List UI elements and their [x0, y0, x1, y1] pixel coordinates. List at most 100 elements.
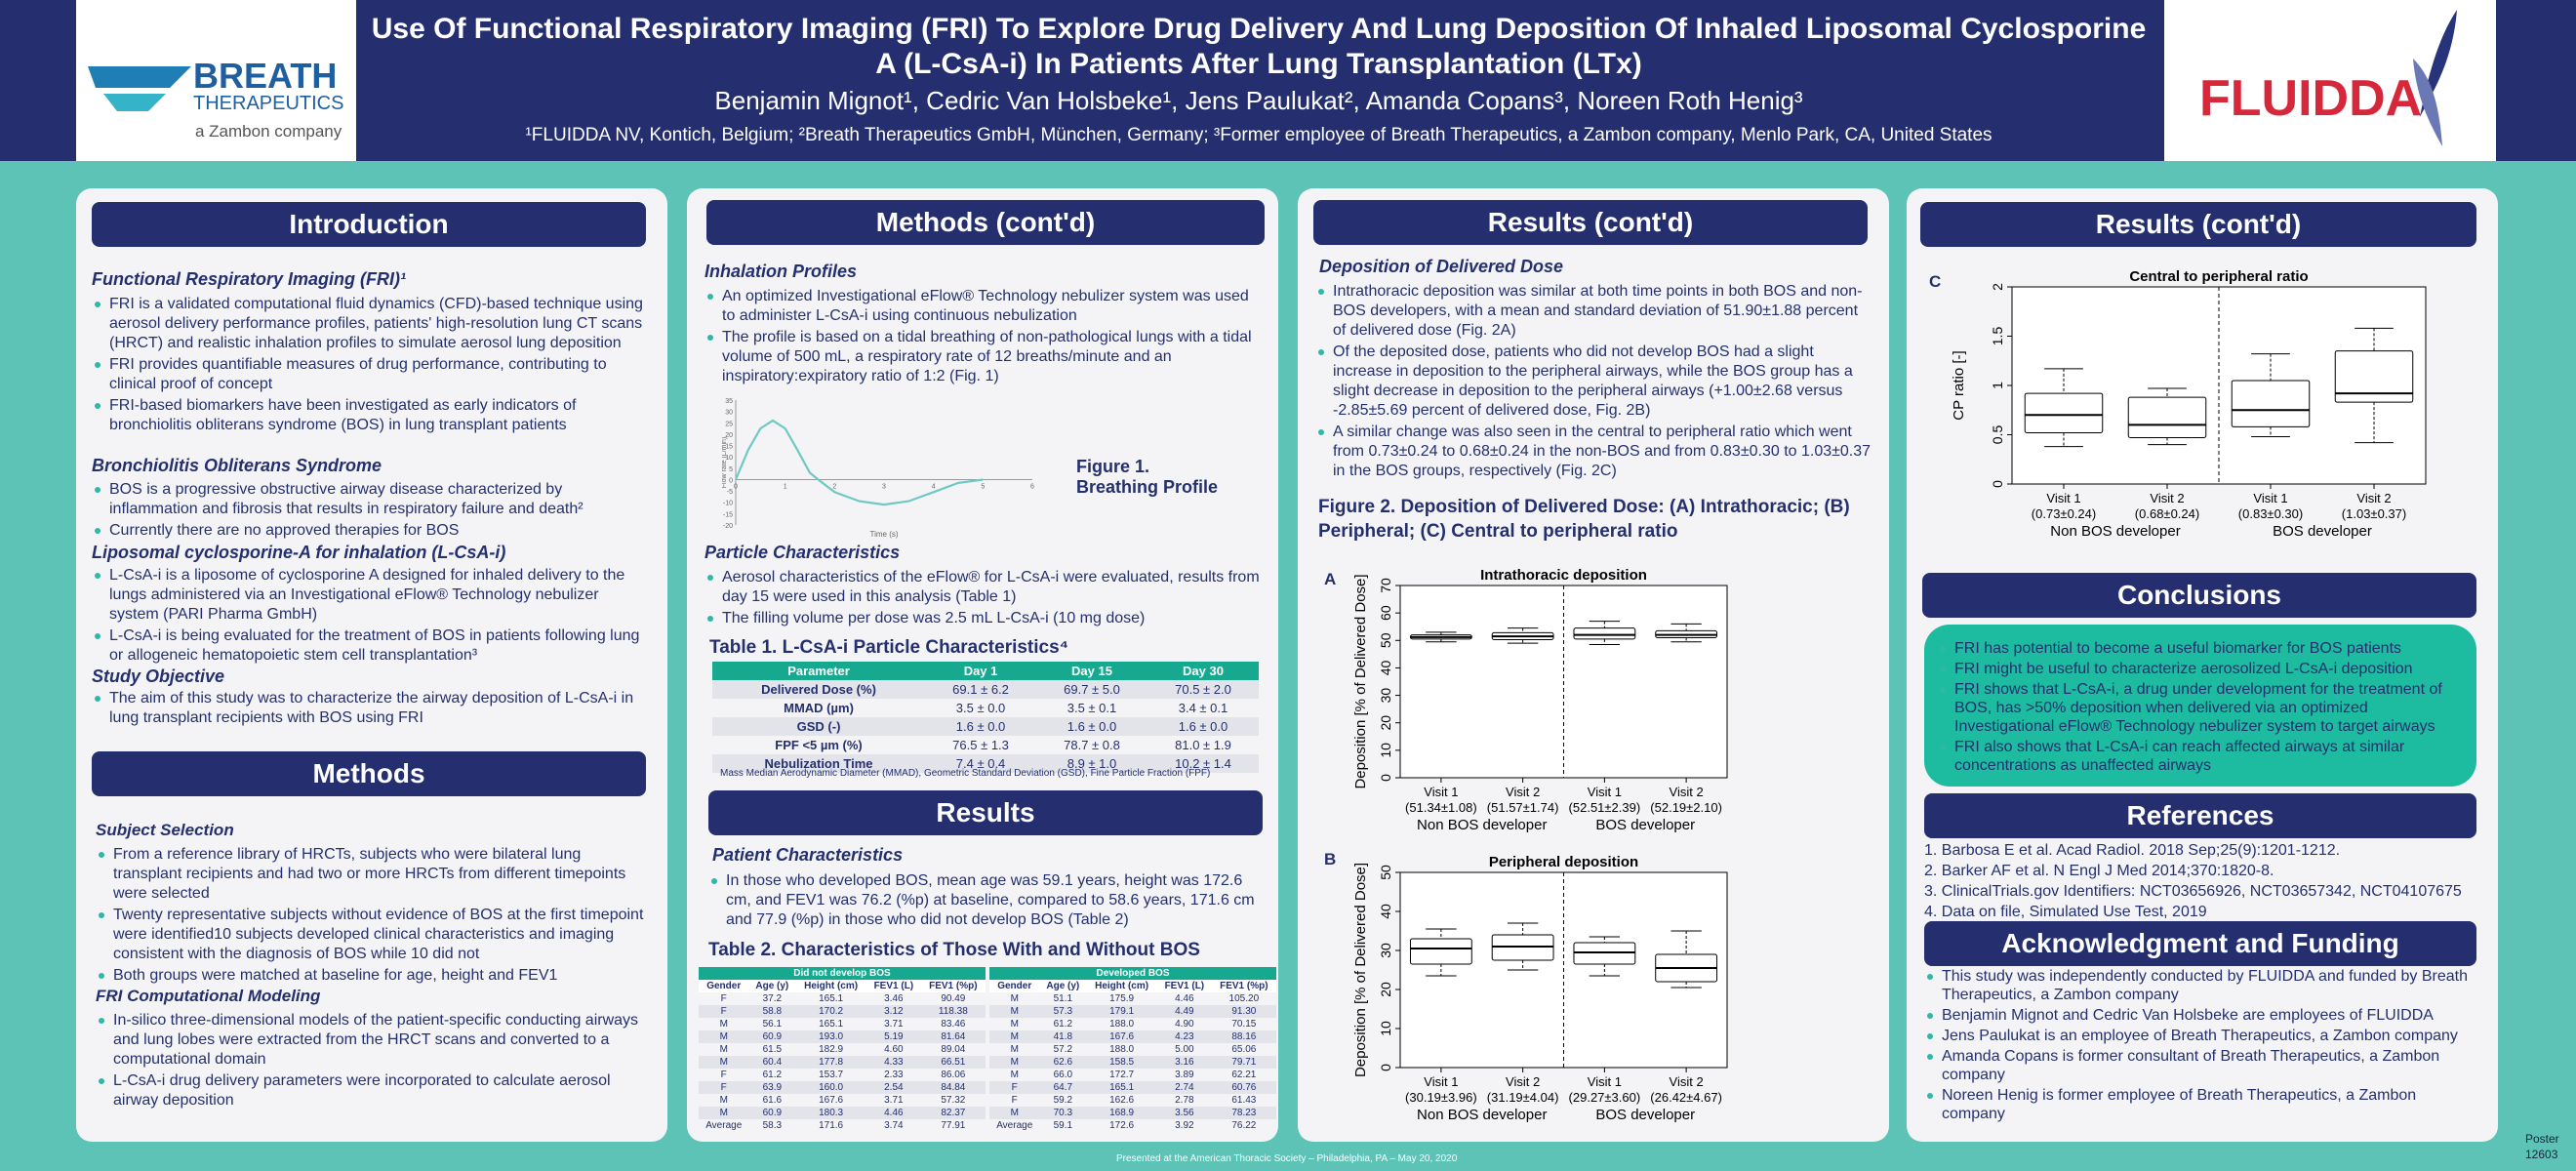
table-row: Average 59.1 172.6 3.92 76.22 [989, 1119, 1276, 1132]
x-tick-label: Visit 1 [1588, 785, 1622, 799]
table-row: M 41.8 167.6 4.23 88.16 [989, 1030, 1276, 1043]
fri-modeling-bullets: In-silico three-dimensional models of th… [96, 1011, 652, 1112]
table-cell: M [699, 1056, 749, 1069]
table-row: M 60.4 177.8 4.33 66.51 [699, 1056, 986, 1069]
table-cell: 4.90 [1175, 1019, 1194, 1030]
table-cell: 8.9 ± 1.0 [1036, 754, 1147, 773]
table-cell: 160.0 [795, 1081, 867, 1094]
table2-group-row: Did not develop BOS [699, 967, 986, 980]
table-cell: 180.3 [795, 1107, 867, 1119]
table-cell: 162.6 [1109, 1095, 1135, 1106]
table-cell: 62.6 [1039, 1056, 1087, 1069]
table-cell: 3.92 [1175, 1120, 1194, 1131]
x-tick-stat: (29.27±3.60) [1569, 1090, 1641, 1105]
table-cell: F [699, 1005, 749, 1018]
y-axis-label: Flow rate (L/min) [722, 437, 728, 489]
x-tick-label: Visit 2 [1506, 785, 1540, 799]
poster-number: 12603 [2525, 1148, 2558, 1161]
references-heading: References [1924, 793, 2476, 838]
peripheral-deposition-chart: Peripheral deposition 0 10 20 30 40 50 Depositi… [1352, 854, 1728, 1123]
table-row: M 70.3 168.9 3.56 78.23 [989, 1107, 1276, 1119]
objective-bullets: The aim of this study was to characteriz… [92, 689, 652, 730]
table-cell: 91.30 [1211, 1005, 1276, 1018]
group-label: BOS developer [1595, 817, 1695, 833]
y-tick-label: 10 [1378, 1021, 1393, 1036]
logo-fluidda-text: FLUIDDA [2199, 70, 2422, 127]
table1-header-cell: Day 30 [1147, 662, 1259, 680]
table-row: F 64.7 165.1 2.74 60.76 [989, 1081, 1276, 1094]
group-label: BOS developer [1595, 1107, 1695, 1123]
list-item: L-CsA-i is being evaluated for the treat… [92, 626, 652, 666]
table-cell: 61.2 [1053, 1019, 1073, 1030]
table-cell: 2.54 [866, 1081, 921, 1094]
table2-header-cell: FEV1 (%p) [1211, 980, 1276, 992]
subject-selection-subtitle: Subject Selection [96, 821, 234, 839]
y-tick-label: 50 [1378, 632, 1393, 648]
table2-header-cell: Age (y) [1039, 980, 1087, 992]
table-cell: 58.3 [762, 1120, 783, 1131]
table-cell: F [989, 1081, 1040, 1094]
table-cell: 86.06 [941, 1070, 966, 1080]
table-cell: 69.7 ± 5.0 [1036, 680, 1147, 699]
table-cell: 4.33 [866, 1056, 921, 1069]
x-tick-label: Visit 2 [1670, 1074, 1704, 1089]
y-tick-label: 30 [725, 410, 733, 417]
acknowledgment-heading: Acknowledgment and Funding [1924, 921, 2476, 966]
table-cell: 63.9 [748, 1081, 796, 1094]
table-cell: M [699, 1107, 749, 1119]
x-tick-label: 5 [981, 483, 985, 490]
table-cell: F [1011, 1095, 1018, 1106]
table-cell: M [989, 1005, 1040, 1018]
table-cell: 167.6 [819, 1095, 844, 1106]
y-tick-label: 0 [1378, 1064, 1393, 1071]
table-row: M 61.2 188.0 4.90 70.15 [989, 1018, 1276, 1030]
group-label: Non BOS developer [1417, 817, 1547, 833]
table-cell: 90.49 [941, 993, 966, 1004]
table-row: M 51.1 175.9 4.46 105.20 [989, 992, 1276, 1005]
lcsa-subtitle: Liposomal cyclosporine-A for inhalation … [92, 543, 506, 562]
table-cell: 1.6 ± 0.0 [925, 717, 1037, 736]
x-tick-label: 0 [734, 483, 738, 490]
y-tick-label: 40 [1378, 904, 1393, 919]
table-cell: 70.3 [1039, 1107, 1087, 1119]
table2-header-cell: Gender [989, 980, 1040, 992]
table-cell: 60.9 [748, 1030, 796, 1043]
table-cell: 77.91 [941, 1120, 966, 1131]
chart-title: Intrathoracic deposition [1480, 567, 1647, 584]
group-label: Non BOS developer [2050, 523, 2180, 540]
table-cell: Nebulization Time [712, 754, 926, 773]
table-cell: FPF <5 µm (%) [775, 738, 863, 752]
table-row: M 61.6 167.6 3.71 57.32 [699, 1094, 986, 1107]
table-cell: 3.16 [1157, 1056, 1212, 1069]
y-tick-label: -5 [727, 489, 733, 496]
table-cell: 57.3 [1039, 1005, 1087, 1018]
list-item: This study was independently conducted b… [1924, 967, 2476, 1004]
table-cell: 188.0 [1109, 1044, 1135, 1055]
table-cell: 172.6 [1109, 1120, 1135, 1131]
table-cell: 88.16 [1211, 1030, 1276, 1043]
list-item: 4. Data on file, Simulated Use Test, 201… [1924, 904, 2207, 920]
table-row: M 57.2 188.0 5.00 65.06 [989, 1043, 1276, 1056]
list-item: Jens Paulukat is an employee of Breath T… [1924, 1027, 2476, 1045]
breathing-profile-line [734, 419, 984, 506]
y-tick-label: 0 [1990, 480, 2005, 488]
logo-breath-text: BREATH [193, 56, 337, 96]
table-cell: M [1010, 1019, 1019, 1030]
y-tick-label: 20 [1378, 982, 1393, 997]
table-cell: 4.46 [866, 1107, 921, 1119]
table-cell: M [699, 1030, 749, 1043]
logo-zambon-text: a Zambon company [195, 122, 342, 141]
table-row: M 56.1 165.1 3.71 83.46 [699, 1018, 986, 1030]
y-tick-label: 2 [1990, 283, 2005, 291]
table1-note: Mass Median Aerodynamic Diameter (MMAD),… [720, 768, 1211, 779]
table-row: Delivered Dose (%) 69.1 ± 6.2 69.7 ± 5.0 70… [712, 680, 1259, 699]
list-item: Intrathoracic deposition was similar at … [1315, 282, 1872, 341]
table-cell: 84.84 [920, 1081, 986, 1094]
table1-header-cell: Day 15 [1036, 662, 1147, 680]
methods-cont-heading: Methods (cont'd) [706, 200, 1265, 245]
list-item: An optimized Investigational eFlow® Tech… [704, 287, 1265, 326]
panel-introduction-methods [76, 188, 667, 1142]
table-cell: M [1010, 1044, 1019, 1055]
list-item: Of the deposited dose, patients who did … [1315, 343, 1872, 421]
patient-characteristics-subtitle: Patient Characteristics [712, 845, 904, 865]
